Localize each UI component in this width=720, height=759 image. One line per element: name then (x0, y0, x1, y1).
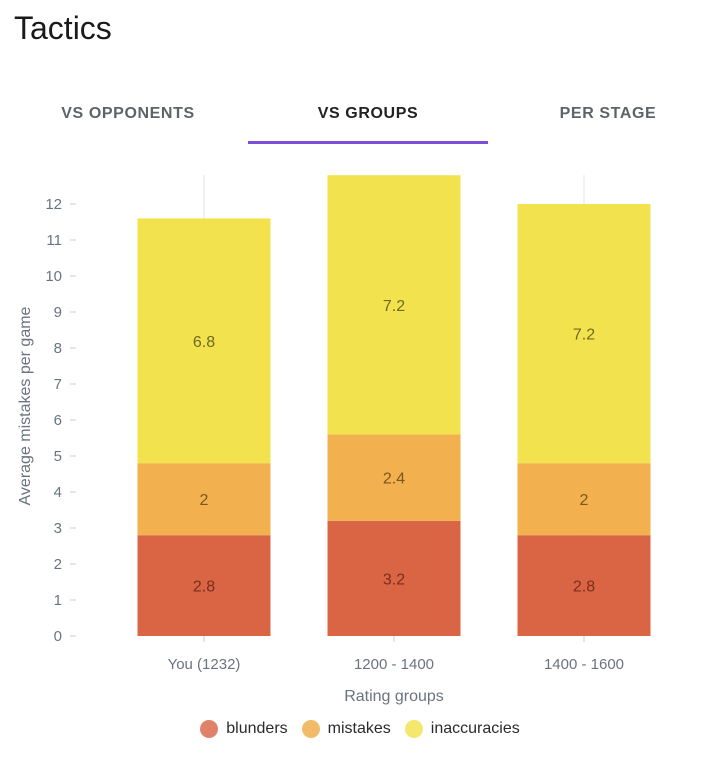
bar-value-label: 2.4 (383, 471, 405, 488)
bar-segment-inaccuracies[interactable] (517, 204, 651, 464)
y-tick-label: 11 (46, 232, 62, 249)
y-tick-label: 5 (54, 448, 62, 465)
legend-item-blunders[interactable]: blunders (200, 720, 288, 738)
tab-vs-opponents[interactable]: VS OPPONENTS (61, 105, 195, 122)
legend-swatch-mistakes (301, 720, 320, 738)
active-tab-indicator (248, 141, 488, 144)
bar-value-label: 2.8 (193, 579, 215, 596)
y-tick-label: 10 (45, 268, 62, 285)
y-axis-label: Average mistakes per game (17, 306, 34, 505)
x-axis-label: Rating groups (344, 688, 444, 705)
legend-label-inaccuracies: inaccuracies (430, 720, 520, 737)
bar-value-label: 6.8 (193, 334, 215, 351)
x-axis-ticks: You (1232) 1200 - 1400 1400 - 1600 (168, 636, 624, 673)
bar-value-label: 7.2 (573, 327, 595, 344)
bar-segment-mistakes[interactable] (327, 434, 461, 521)
tab-per-stage[interactable]: PER STAGE (559, 105, 657, 122)
legend-item-mistakes[interactable]: mistakes (301, 720, 391, 738)
bar-value-label: 7.2 (383, 298, 405, 315)
bar-value-label: 2 (200, 492, 209, 509)
tab-vs-groups[interactable]: VS GROUPS (317, 105, 419, 122)
bar-segment-inaccuracies[interactable] (327, 175, 461, 435)
tab-bar: VS OPPONENTS VS GROUPS PER STAGE (0, 84, 720, 146)
y-tick-label: 4 (54, 484, 62, 501)
legend-label-mistakes: mistakes (327, 720, 391, 737)
y-tick-label: 3 (54, 520, 62, 537)
y-tick-label: 12 (45, 196, 62, 213)
y-tick-label: 2 (54, 556, 62, 573)
y-tick-label: 8 (54, 340, 62, 357)
bar-segment-mistakes[interactable] (137, 463, 271, 536)
bar-value-label: 2 (580, 492, 589, 509)
legend-swatch-blunders (200, 720, 219, 738)
bar-segment-mistakes[interactable] (517, 463, 651, 536)
bar-value-label: 3.2 (383, 571, 405, 588)
page-title: Tactics (14, 10, 112, 46)
y-tick-label: 9 (54, 304, 62, 321)
bars: 2.8 2 6.8 3.2 2.4 7.2 2.8 2 7.2 (137, 175, 651, 636)
bar-segment-blunders[interactable] (137, 535, 271, 636)
bar-segment-blunders[interactable] (327, 520, 461, 636)
y-tick-label: 0 (54, 628, 62, 645)
x-tick-label: You (1232) (168, 656, 241, 673)
legend-item-inaccuracies[interactable]: inaccuracies (404, 720, 520, 738)
legend-label-blunders: blunders (226, 720, 288, 737)
y-tick-label: 6 (54, 412, 62, 429)
legend-swatch-inaccuracies (404, 720, 423, 738)
x-tick-label: 1200 - 1400 (354, 656, 434, 673)
bar-segment-inaccuracies[interactable] (137, 218, 271, 464)
y-tick-label: 1 (54, 592, 62, 609)
y-tick-label: 7 (54, 376, 62, 393)
bar-value-label: 2.8 (573, 579, 595, 596)
x-tick-label: 1400 - 1600 (544, 656, 624, 673)
bar-segment-blunders[interactable] (517, 535, 651, 636)
chart-legend: blunders mistakes inaccuracies (0, 716, 720, 742)
